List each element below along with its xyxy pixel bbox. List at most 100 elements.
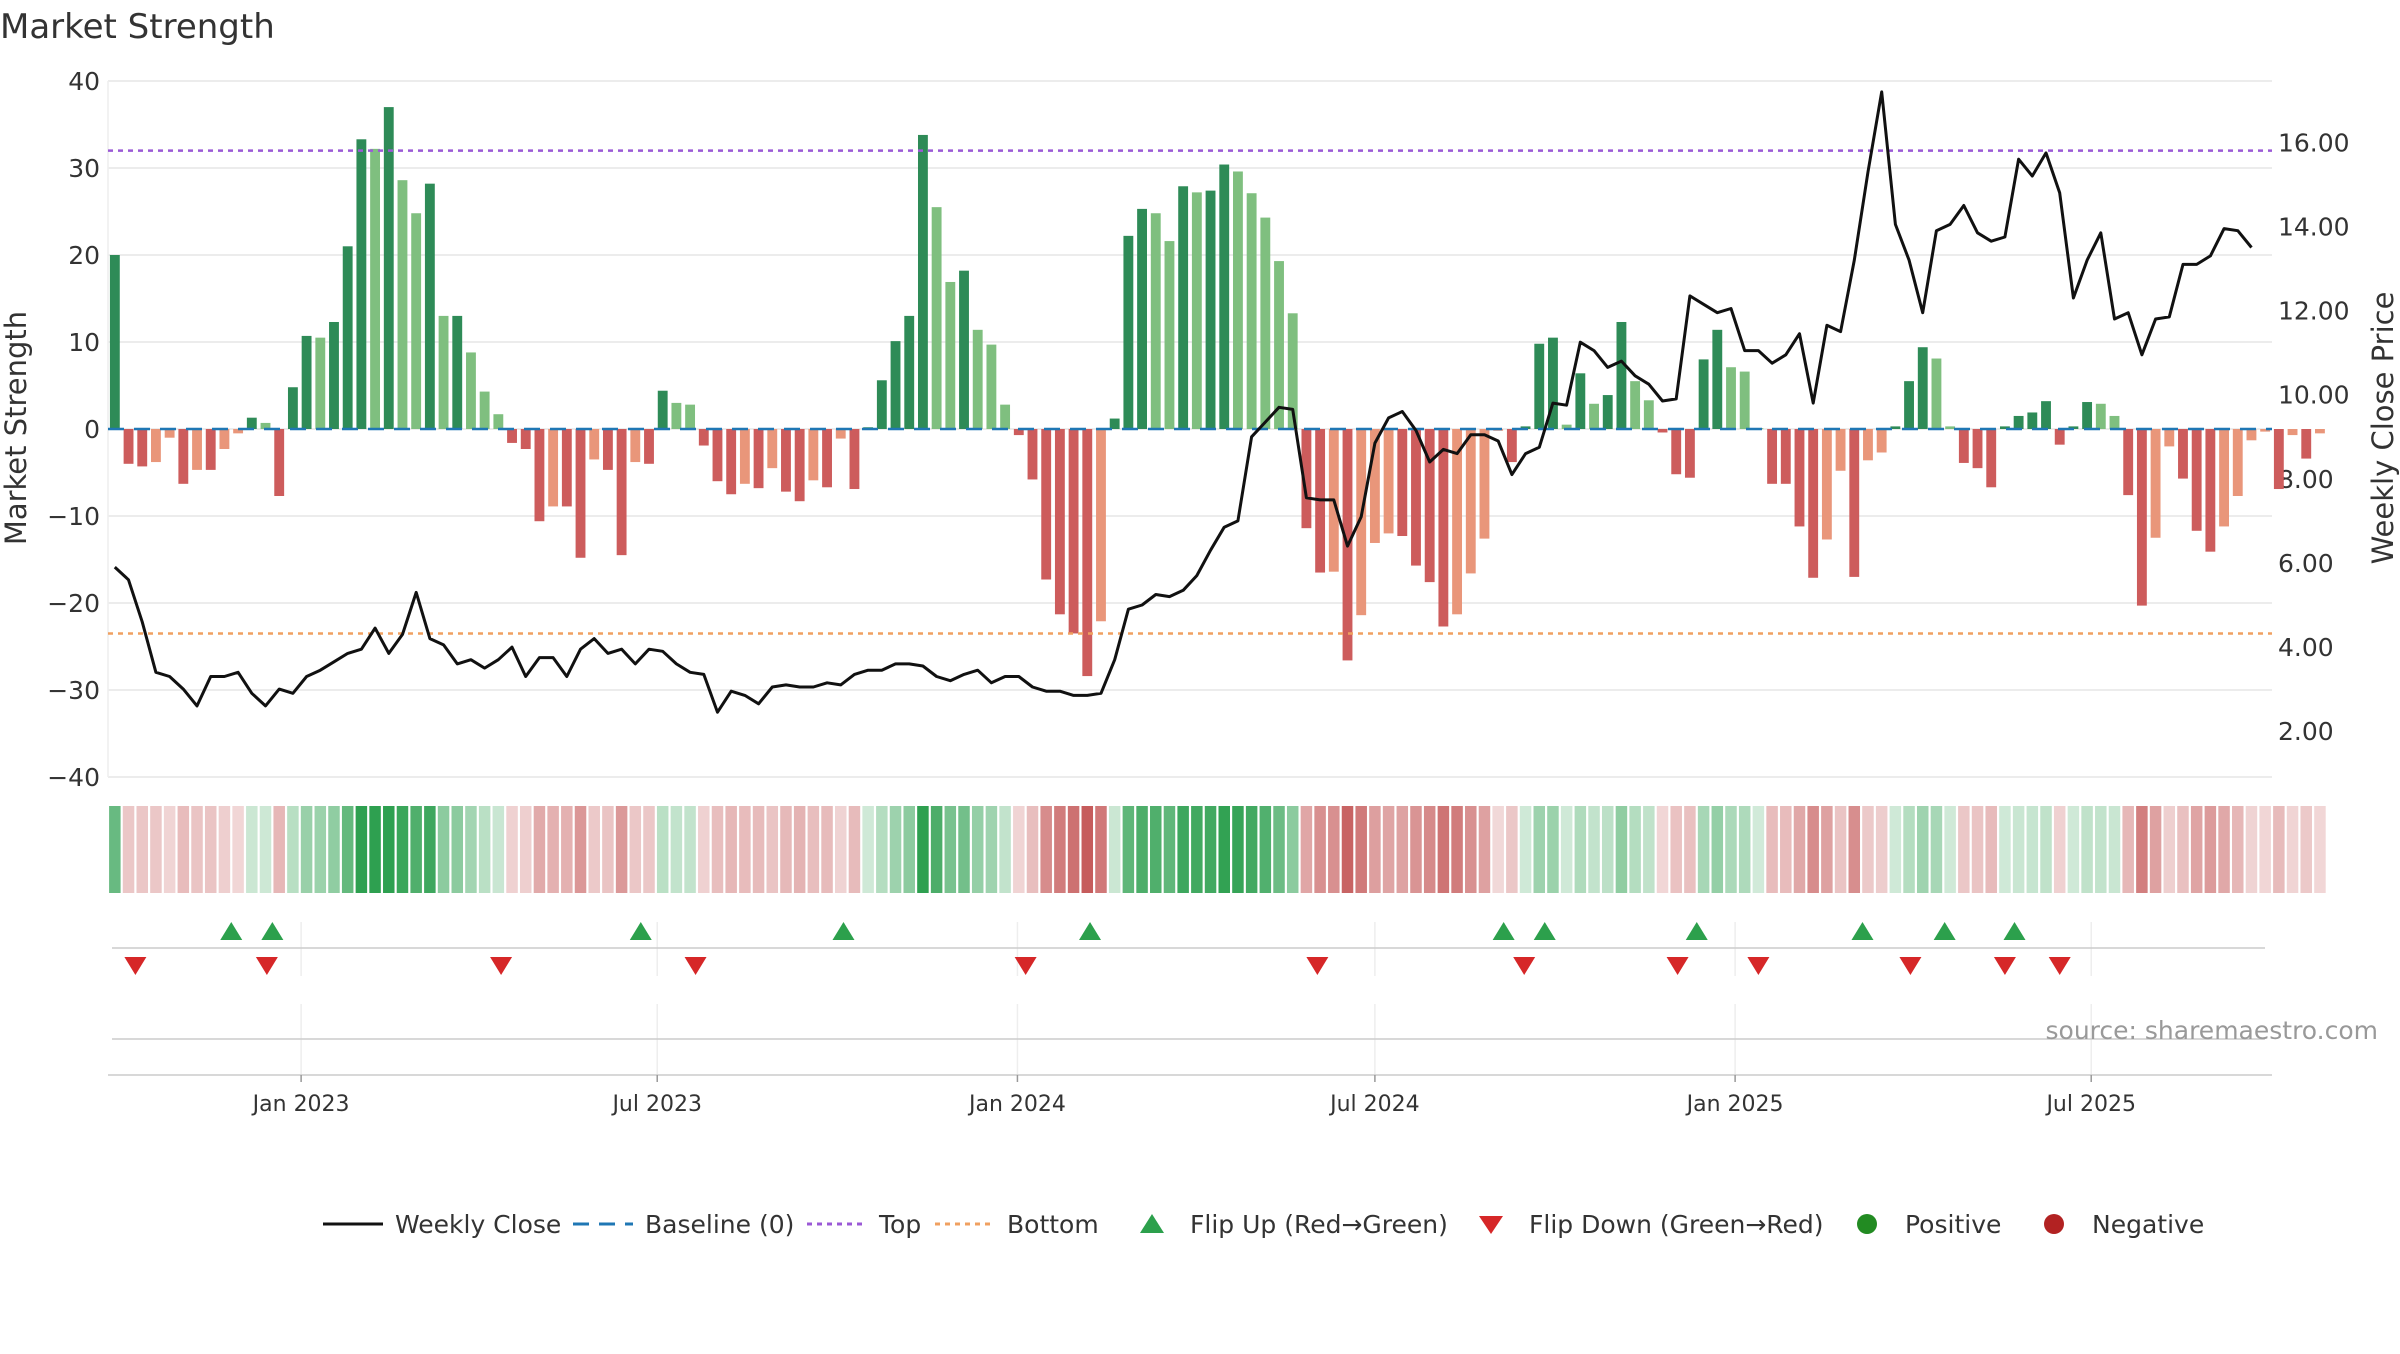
strength-bar	[1684, 429, 1695, 478]
strength-bar	[986, 344, 997, 429]
strength-bar	[192, 429, 202, 470]
heat-strip-cell	[1136, 806, 1148, 893]
heat-strip-cell	[971, 806, 984, 893]
strength-bar	[1630, 381, 1641, 429]
strength-bar	[1054, 429, 1065, 615]
strength-bar	[2109, 415, 2120, 429]
strength-bar	[1698, 359, 1709, 429]
y-right-tick-label: 16.00	[2278, 128, 2350, 157]
x-tick-label: Jan 2023	[251, 1092, 350, 1117]
heat-strip-cell	[369, 806, 381, 893]
legend-circle-icon	[2044, 1214, 2064, 1234]
heat-strip-cell	[2245, 806, 2258, 893]
legend-item: Weekly Close	[323, 1210, 561, 1239]
heat-strip-cell	[1629, 806, 1641, 893]
strength-bar	[972, 329, 983, 429]
heat-strip-cell	[1273, 806, 1285, 893]
strength-bar	[1027, 429, 1038, 480]
flip-down-marker	[2048, 957, 2071, 975]
strength-bar	[370, 148, 381, 430]
y-right-tick-label: 12.00	[2278, 297, 2350, 326]
flip-up-marker	[629, 922, 652, 940]
flip-up-marker	[261, 922, 284, 940]
source-note: source: sharemaestro.com	[2046, 1016, 2379, 1045]
y-right-tick-label: 6.00	[2278, 549, 2334, 578]
strength-bar	[808, 429, 819, 481]
heat-strip-cell	[122, 806, 135, 893]
strength-bar	[1438, 429, 1449, 627]
heat-strip-cell	[1848, 806, 1861, 893]
heat-strip-cell	[1478, 806, 1491, 893]
heat-strip-cell	[383, 806, 395, 893]
strength-bar	[1643, 400, 1654, 429]
strength-bar	[2178, 429, 2188, 479]
heat-strip-cell	[204, 806, 217, 893]
y-left-tick-label: 20	[68, 241, 100, 270]
strength-bar	[1712, 329, 1723, 429]
heat-strip-cell	[2190, 806, 2203, 893]
strength-bar	[2082, 402, 2093, 429]
strength-bar	[1548, 337, 1558, 429]
strength-bar	[2150, 429, 2161, 538]
heat-strip-cell	[2067, 806, 2080, 893]
strength-bar	[424, 183, 435, 429]
strength-bar	[2315, 429, 2325, 434]
heat-strip-cell	[656, 806, 669, 893]
heat-strip-cell	[1013, 806, 1025, 893]
heat-strip-cell	[1862, 806, 1874, 893]
strength-bar	[2054, 429, 2065, 445]
strength-bar	[2287, 429, 2298, 436]
y-left-tick-label: −10	[47, 502, 100, 531]
strength-bar	[301, 335, 312, 429]
heat-strip-cell	[328, 806, 340, 893]
flip-up-marker	[1079, 922, 1102, 940]
heat-strip-cell	[958, 806, 970, 893]
strength-bar	[1849, 429, 1860, 577]
heat-strip-cell	[136, 806, 148, 893]
heat-strip-cell	[424, 806, 436, 893]
strength-bar	[1041, 429, 1052, 580]
strength-bar	[2027, 412, 2038, 429]
heat-strip-cell	[2286, 806, 2299, 893]
heat-strip-cell	[684, 806, 696, 893]
strength-bar	[1013, 429, 1024, 436]
legend-label: Bottom	[1007, 1210, 1099, 1239]
strength-bar	[835, 429, 846, 439]
strength-bar	[233, 429, 244, 434]
strength-bar	[342, 246, 353, 429]
heat-strip-cell	[999, 806, 1011, 893]
strength-bar	[1411, 429, 1421, 566]
heat-strip-cell	[903, 806, 915, 893]
flip-down-marker	[1513, 957, 1536, 975]
flip-up-marker	[1533, 922, 1556, 940]
strength-bar	[1150, 213, 1161, 429]
heat-strip-cell	[1793, 806, 1806, 893]
heat-strip-cell	[1040, 806, 1052, 893]
strength-bar	[520, 429, 531, 450]
strength-bar	[931, 207, 942, 429]
strength-bar	[1233, 171, 1243, 430]
strength-bar	[1534, 343, 1545, 429]
heat-strip-cell	[1423, 806, 1436, 893]
heat-strip-cell	[273, 806, 285, 893]
strength-bar	[260, 422, 271, 429]
y-right-tick-label: 2.00	[2278, 717, 2334, 746]
heat-strip-cell	[2204, 806, 2217, 893]
strength-bar	[123, 429, 134, 464]
strength-bar	[726, 429, 737, 495]
heat-strip-cell	[876, 806, 888, 893]
heat-strip-cell	[506, 806, 518, 893]
strength-bar	[1821, 429, 1832, 540]
y-right-tick-label: 8.00	[2278, 465, 2334, 494]
heat-strip-cell	[1437, 806, 1450, 893]
heat-strip-cell	[191, 806, 203, 893]
strength-bar	[1479, 429, 1490, 539]
legend-label: Flip Down (Green→Red)	[1529, 1210, 1824, 1239]
heat-strip-cell	[150, 806, 162, 893]
strength-bar	[2068, 426, 2079, 429]
heat-strip-cell	[1999, 806, 2011, 893]
heat-strip-cell	[1396, 806, 1409, 893]
heat-strip-cell	[2149, 806, 2162, 893]
heat-strip-cell	[2095, 806, 2107, 893]
strength-bar	[1945, 426, 1956, 429]
